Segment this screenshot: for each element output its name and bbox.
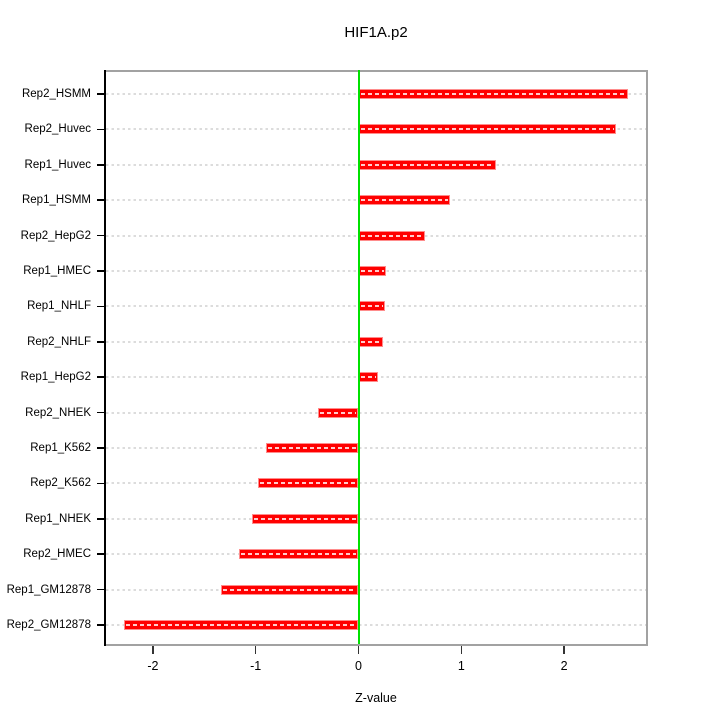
bar: [358, 336, 384, 347]
bar-stripe: [360, 93, 626, 95]
y-axis-tick: [97, 518, 104, 520]
bar: [239, 549, 359, 560]
y-axis-label: Rep1_NHEK: [25, 512, 91, 525]
y-axis-tick: [97, 624, 104, 626]
x-axis-tick-label: 1: [457, 659, 465, 673]
bar-stripe: [241, 553, 357, 556]
plot-border-right: [646, 70, 648, 646]
y-axis-label: Rep2_HepG2: [20, 229, 91, 242]
bar: [265, 443, 359, 453]
plot-border-bottom: [104, 644, 648, 646]
bar: [358, 230, 426, 241]
y-axis-label: Rep2_HSMM: [21, 88, 91, 100]
x-axis-tick-label: -1: [250, 659, 262, 673]
x-axis-tick: [460, 646, 463, 654]
y-axis-tick: [97, 128, 104, 131]
gridline: [106, 517, 646, 520]
y-axis-tick: [97, 341, 104, 343]
bar: [220, 584, 359, 595]
bar-stripe: [320, 411, 357, 414]
y-axis-tick: [97, 411, 104, 414]
x-axis-tick-label: -2: [147, 659, 159, 673]
bar-stripe: [360, 340, 382, 343]
y-axis-label: Rep2_Huvec: [24, 123, 91, 136]
gridline: [106, 411, 646, 414]
y-axis-tick: [97, 588, 104, 591]
gridline: [106, 447, 646, 449]
y-axis-label: Rep2_K562: [30, 477, 91, 490]
bar: [124, 620, 359, 630]
y-axis-label: Rep1_K562: [30, 442, 91, 454]
bar-stripe: [360, 376, 377, 379]
bar-stripe: [253, 517, 357, 520]
bar: [318, 407, 359, 418]
x-axis-title: Z-value: [355, 691, 397, 705]
y-axis-label: Rep1_HepG2: [20, 371, 91, 384]
bar: [358, 266, 387, 276]
bar: [251, 513, 359, 524]
gridline: [106, 624, 646, 626]
bar: [358, 195, 450, 206]
y-axis-tick: [97, 305, 104, 308]
y-axis-label: Rep1_HMEC: [23, 265, 91, 277]
x-axis-tick-label: 2: [560, 659, 568, 673]
y-axis-label: Rep2_NHLF: [27, 335, 91, 348]
bar: [358, 372, 379, 383]
y-axis-tick: [97, 199, 104, 201]
y-axis-line: [104, 70, 106, 646]
chart-title: HIF1A.p2: [344, 24, 408, 41]
x-axis-tick: [152, 646, 154, 654]
y-axis-label: Rep1_GM12878: [6, 583, 91, 596]
bar: [358, 124, 616, 135]
bar-stripe: [126, 624, 357, 626]
gridline: [106, 588, 646, 591]
plot-area: Rep2_HSMM Rep2_Huvec Rep1_Huvec Rep1_HSMM Re…: [7, 70, 648, 673]
bar-stripe: [259, 482, 357, 485]
y-axis-label: Rep2_HMEC: [23, 548, 91, 561]
y-axis-tick: [97, 482, 104, 485]
bar: [358, 159, 497, 170]
bar: [257, 478, 359, 489]
y-axis-tick: [97, 270, 104, 272]
y-axis-tick: [97, 376, 104, 378]
y-axis-label: Rep1_HSMM: [21, 194, 91, 207]
y-axis-tick: [97, 234, 104, 237]
x-axis-tick-label: 0: [355, 659, 362, 673]
y-axis-label: Rep2_NHEK: [25, 406, 91, 419]
y-axis-tick: [97, 93, 104, 95]
bar-stripe: [360, 199, 448, 202]
y-axis-tick: [97, 553, 104, 555]
bar-stripe: [222, 588, 357, 591]
x-axis-tick: [254, 646, 257, 654]
y-axis-label: Rep1_Huvec: [24, 158, 91, 171]
bar: [358, 89, 628, 99]
gridline: [106, 482, 646, 485]
bar: [358, 301, 386, 312]
y-axis-label: Rep1_NHLF: [27, 300, 91, 313]
plot-border-top: [104, 70, 648, 72]
bar-stripe: [360, 234, 424, 237]
bar-stripe: [360, 163, 495, 166]
y-axis-label: Rep2_GM12878: [6, 619, 91, 631]
bar-stripe: [360, 128, 614, 131]
bar-stripe: [360, 270, 385, 272]
x-axis-tick: [357, 646, 360, 654]
x-axis-tick: [563, 646, 565, 654]
y-axis-tick: [97, 164, 104, 166]
bar-stripe: [267, 447, 357, 449]
zero-line: [357, 70, 360, 644]
y-axis-tick: [97, 447, 104, 449]
bar-stripe: [360, 305, 384, 308]
gridline: [106, 553, 646, 556]
